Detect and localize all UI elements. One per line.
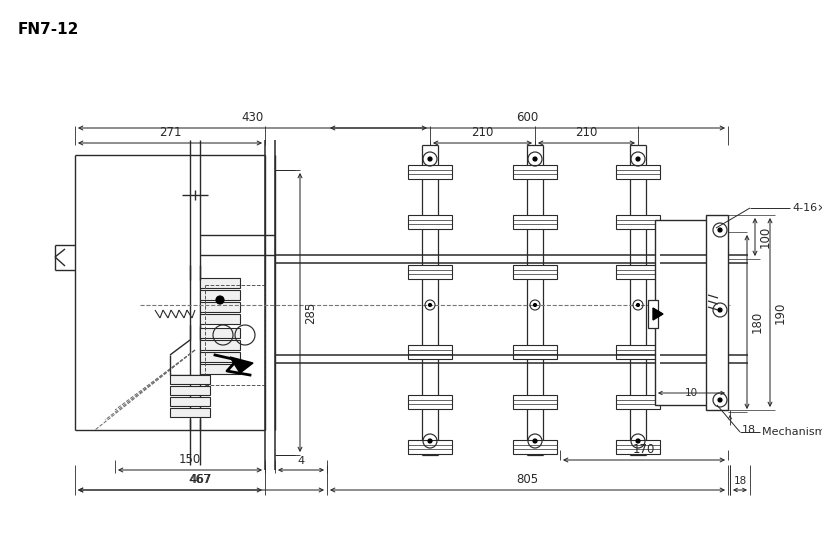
Text: 210: 210 [471, 126, 494, 139]
Bar [616, 165, 660, 179]
Text: 190: 190 [774, 301, 787, 324]
Bar [616, 395, 660, 409]
Text: 4-16×20: 4-16×20 [792, 203, 822, 213]
Bar [616, 345, 660, 359]
Text: 600: 600 [516, 111, 538, 124]
Bar [513, 440, 557, 454]
Bar [513, 165, 557, 179]
Bar [616, 215, 660, 229]
Text: FN7-12: FN7-12 [18, 22, 80, 37]
Bar [408, 345, 452, 359]
Circle shape [533, 303, 537, 307]
Text: 467: 467 [190, 473, 212, 486]
Bar [200, 340, 240, 350]
Circle shape [636, 303, 640, 307]
Bar [200, 364, 240, 374]
Text: 150: 150 [179, 453, 201, 466]
Text: Mechanism lock: Mechanism lock [762, 427, 822, 437]
Circle shape [636, 439, 640, 443]
Bar [408, 215, 452, 229]
Polygon shape [230, 357, 253, 373]
Bar [513, 345, 557, 359]
Text: 10: 10 [685, 388, 698, 398]
Circle shape [428, 303, 432, 307]
Text: 430: 430 [242, 111, 264, 124]
Circle shape [718, 228, 722, 232]
Text: 805: 805 [516, 473, 538, 486]
Bar [200, 290, 240, 300]
Text: 18: 18 [733, 476, 746, 486]
Text: 18: 18 [742, 425, 756, 435]
Bar [408, 440, 452, 454]
Bar [170, 375, 210, 384]
Circle shape [428, 439, 432, 443]
Bar [408, 165, 452, 179]
Bar [648, 300, 658, 328]
Bar [200, 352, 240, 362]
Text: 180: 180 [751, 311, 764, 333]
Bar [200, 278, 240, 288]
Circle shape [428, 157, 432, 161]
Text: 467: 467 [189, 473, 211, 486]
Circle shape [636, 157, 640, 161]
Circle shape [718, 308, 722, 312]
Bar [513, 215, 557, 229]
Bar [513, 265, 557, 279]
Text: 170: 170 [633, 443, 655, 456]
Circle shape [533, 157, 537, 161]
Polygon shape [653, 308, 663, 320]
Text: 285: 285 [304, 301, 317, 323]
Circle shape [216, 296, 224, 304]
Bar [513, 395, 557, 409]
Bar [170, 397, 210, 406]
Bar [200, 328, 240, 338]
Circle shape [533, 439, 537, 443]
Bar [408, 395, 452, 409]
Text: 210: 210 [575, 126, 598, 139]
Bar [616, 265, 660, 279]
Bar [200, 302, 240, 312]
Text: 271: 271 [159, 126, 181, 139]
Text: 4: 4 [298, 456, 305, 466]
Bar [408, 265, 452, 279]
Bar [616, 440, 660, 454]
Bar [170, 386, 210, 395]
Circle shape [718, 398, 722, 402]
Bar [170, 408, 210, 417]
Bar [200, 314, 240, 324]
Bar [706, 215, 728, 410]
Bar [655, 220, 710, 405]
Text: 100: 100 [759, 226, 772, 248]
